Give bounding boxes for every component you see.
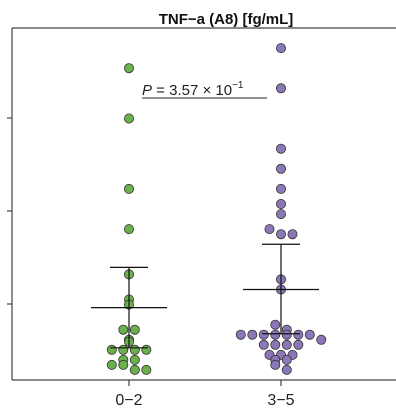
data-point	[270, 359, 281, 370]
data-point	[129, 344, 140, 355]
data-point	[247, 329, 258, 340]
data-point	[287, 229, 298, 240]
data-point	[124, 63, 135, 74]
data-point	[275, 43, 286, 54]
data-point	[141, 344, 152, 355]
data-point	[270, 329, 281, 340]
p-value: = 3.57 × 10	[152, 82, 232, 99]
data-point	[275, 198, 286, 209]
data-point	[141, 364, 152, 375]
data-point	[281, 329, 292, 340]
data-point	[275, 229, 286, 240]
p-label: P	[142, 82, 152, 99]
data-point	[129, 354, 140, 365]
data-point	[316, 334, 327, 345]
data-point	[118, 324, 129, 335]
data-point	[118, 359, 129, 370]
p-value-text: P = 3.57 × 10−1	[142, 80, 244, 99]
data-point	[264, 224, 275, 235]
data-point	[275, 83, 286, 94]
data-point	[124, 224, 135, 235]
data-point	[275, 143, 286, 154]
data-point	[124, 183, 135, 194]
data-point	[129, 324, 140, 335]
data-point	[275, 163, 286, 174]
x-tick-label-0-2: 0−2	[115, 392, 142, 409]
data-point	[281, 354, 292, 365]
data-point	[106, 344, 117, 355]
data-point	[129, 364, 140, 375]
data-point	[124, 113, 135, 124]
data-point	[281, 339, 292, 350]
data-point	[275, 183, 286, 194]
data-point	[293, 339, 304, 350]
data-point	[281, 364, 292, 375]
p-exponent: −1	[232, 80, 244, 91]
data-point	[270, 339, 281, 350]
data-point	[106, 359, 117, 370]
data-point	[304, 329, 315, 340]
plot-area	[91, 43, 327, 375]
data-point	[235, 329, 246, 340]
data-point	[258, 329, 269, 340]
p-value-annotation: P = 3.57 × 10−1	[142, 80, 267, 99]
data-point	[118, 344, 129, 355]
data-point	[258, 339, 269, 350]
data-point	[270, 319, 281, 330]
x-tick-label-3-5: 3−5	[267, 392, 294, 409]
data-point	[293, 329, 304, 340]
data-point	[275, 209, 286, 220]
chart-title: TNF−a (A8) [fg/mL]	[159, 11, 294, 28]
